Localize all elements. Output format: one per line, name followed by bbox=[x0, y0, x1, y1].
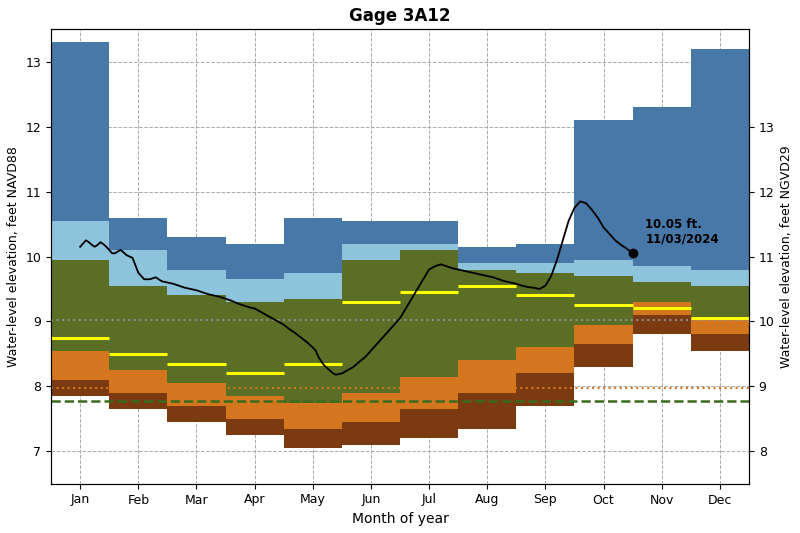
Bar bbox=[167, 406, 226, 422]
Bar bbox=[110, 393, 167, 409]
Bar bbox=[458, 360, 516, 393]
Bar bbox=[400, 244, 458, 250]
Bar bbox=[51, 221, 110, 260]
Bar bbox=[516, 374, 574, 406]
Bar bbox=[516, 244, 574, 263]
Bar bbox=[167, 237, 226, 270]
Bar bbox=[226, 419, 284, 435]
Bar bbox=[110, 250, 167, 286]
Bar bbox=[516, 273, 574, 348]
Bar bbox=[458, 270, 516, 360]
Bar bbox=[342, 221, 400, 244]
Bar bbox=[110, 217, 167, 250]
Bar bbox=[342, 422, 400, 445]
Bar bbox=[690, 318, 749, 334]
Bar bbox=[574, 344, 633, 367]
Bar bbox=[51, 42, 110, 221]
Bar bbox=[690, 334, 749, 351]
Bar bbox=[400, 377, 458, 409]
Bar bbox=[51, 260, 110, 351]
Bar bbox=[342, 393, 400, 422]
Bar bbox=[110, 370, 167, 393]
Y-axis label: Water-level elevation, feet NAVD88: Water-level elevation, feet NAVD88 bbox=[7, 146, 20, 367]
Bar bbox=[400, 221, 458, 244]
Bar bbox=[458, 263, 516, 270]
Bar bbox=[284, 429, 342, 448]
Bar bbox=[633, 282, 690, 302]
Bar bbox=[633, 315, 690, 334]
Bar bbox=[167, 270, 226, 295]
Bar bbox=[167, 295, 226, 383]
Bar bbox=[574, 325, 633, 344]
Bar bbox=[400, 409, 458, 438]
Bar bbox=[690, 49, 749, 270]
Bar bbox=[690, 270, 749, 286]
Bar bbox=[51, 351, 110, 380]
Bar bbox=[284, 217, 342, 273]
Bar bbox=[342, 260, 400, 393]
Y-axis label: Water-level elevation, feet NGVD29: Water-level elevation, feet NGVD29 bbox=[780, 145, 793, 368]
Bar bbox=[633, 107, 690, 266]
Text: 10.05 ft.
11/03/2024: 10.05 ft. 11/03/2024 bbox=[646, 218, 719, 246]
Bar bbox=[226, 279, 284, 302]
Bar bbox=[51, 380, 110, 396]
Bar bbox=[342, 244, 400, 260]
Bar bbox=[633, 266, 690, 282]
Bar bbox=[516, 263, 574, 273]
Bar bbox=[690, 286, 749, 318]
Bar bbox=[167, 383, 226, 406]
Bar bbox=[458, 393, 516, 429]
Bar bbox=[110, 286, 167, 370]
Bar bbox=[633, 302, 690, 315]
Bar bbox=[284, 298, 342, 402]
Bar bbox=[400, 250, 458, 377]
Bar bbox=[516, 348, 574, 374]
Bar bbox=[574, 276, 633, 325]
Bar bbox=[226, 244, 284, 279]
Bar bbox=[574, 120, 633, 260]
Title: Gage 3A12: Gage 3A12 bbox=[350, 7, 450, 25]
Bar bbox=[574, 260, 633, 276]
Bar bbox=[458, 247, 516, 263]
Bar bbox=[226, 302, 284, 396]
Bar bbox=[226, 396, 284, 419]
X-axis label: Month of year: Month of year bbox=[351, 512, 449, 526]
Bar bbox=[284, 402, 342, 429]
Bar bbox=[284, 273, 342, 298]
